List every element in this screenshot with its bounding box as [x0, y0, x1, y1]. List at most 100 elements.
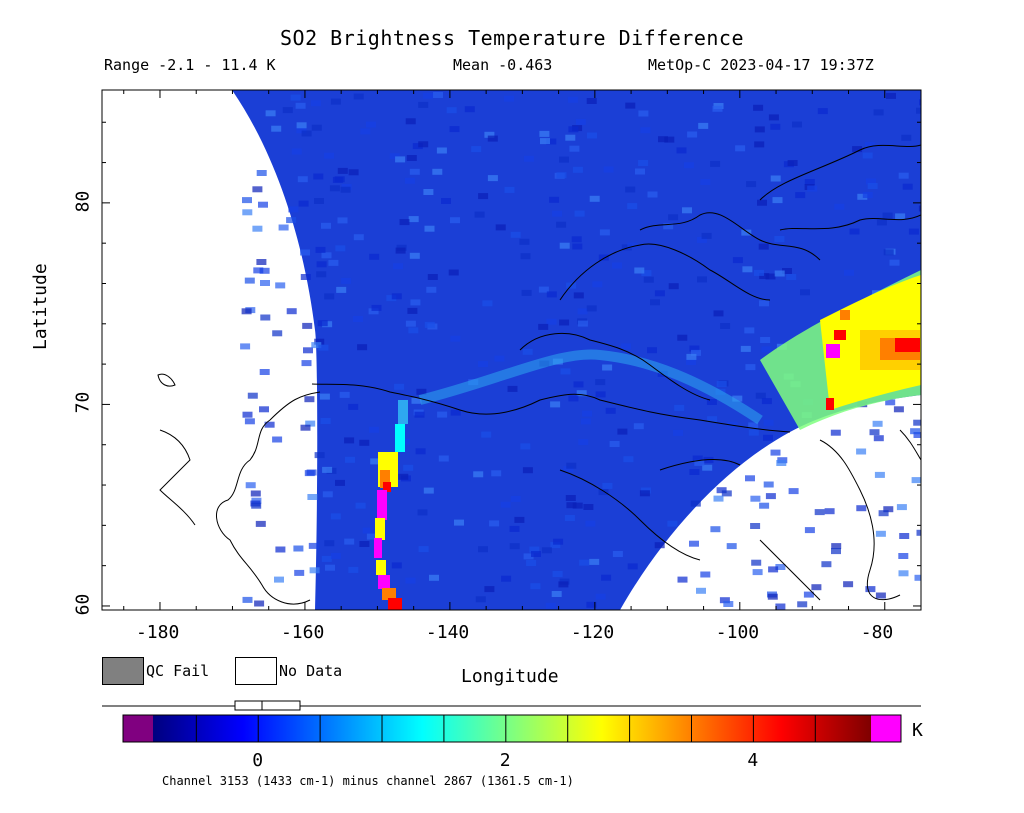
swath-cell: [345, 456, 355, 463]
swath-cell: [650, 299, 660, 306]
swath-cell: [601, 574, 612, 581]
swath-cell: [563, 466, 574, 473]
swath-cell: [423, 92, 434, 99]
swath-cell: [550, 401, 561, 408]
swath-cell: [494, 355, 505, 362]
swath-cell: [423, 189, 434, 195]
swath-cell: [500, 501, 511, 508]
swath-cell: [341, 277, 352, 284]
colorbar-slider-box: [234, 700, 301, 711]
swath-cell: [654, 290, 665, 297]
swath-cell: [566, 462, 577, 469]
swath-cell: [450, 409, 461, 416]
swath-cell: [893, 406, 904, 413]
swath-cell: [559, 242, 570, 249]
colorbar: [102, 700, 921, 743]
swath-cell: [586, 98, 597, 104]
swath-cell: [763, 419, 774, 426]
swath-cell: [647, 347, 657, 354]
swath-cell: [775, 564, 786, 570]
swath-cell: [753, 104, 764, 111]
swath-cell: [782, 268, 792, 274]
swath-cell: [677, 576, 688, 583]
swath-cell: [450, 217, 460, 224]
swath-cell: [407, 307, 418, 314]
swath-cell: [605, 407, 616, 414]
swath-cell: [510, 495, 521, 502]
swath-cell: [568, 395, 579, 402]
swath-cell: [578, 439, 589, 446]
swath-cell: [565, 134, 576, 141]
swath-cell: [742, 266, 753, 273]
swath-cell: [353, 316, 363, 322]
swath-cell: [370, 458, 381, 465]
swath-cell: [595, 593, 606, 600]
swath-cell: [872, 420, 883, 427]
swath-cell: [340, 186, 351, 193]
swath-cell: [324, 152, 335, 159]
swath-cell: [741, 229, 752, 236]
swath-cell: [514, 516, 525, 523]
swath-cell: [325, 564, 335, 571]
swath-cell: [265, 110, 276, 117]
swath-layer: [157, 90, 921, 610]
swath-cell: [712, 105, 723, 112]
swath-cell: [627, 563, 638, 570]
swath-cell: [335, 245, 346, 252]
swath-cells: [240, 92, 921, 610]
swath-cell: [484, 586, 495, 593]
swath-cell: [275, 282, 286, 289]
swath-cell: [775, 603, 786, 610]
swath-cell: [418, 101, 429, 108]
swath-cell: [811, 584, 822, 591]
swath-cell: [304, 396, 315, 403]
swath-cell: [244, 418, 255, 425]
swath-cell: [405, 118, 416, 125]
swath-cell: [723, 601, 734, 607]
swath-cell: [538, 323, 549, 330]
swath-cell: [633, 423, 644, 430]
swath-cell: [295, 102, 306, 109]
swath-cell: [507, 385, 518, 392]
swath-cell: [293, 545, 304, 552]
swath-cell: [546, 138, 557, 145]
swath-cell: [275, 546, 286, 553]
swath-cell: [541, 547, 552, 554]
swath-cell: [403, 464, 414, 471]
swath-cell: [258, 201, 268, 208]
swath-cell: [242, 197, 252, 204]
swath-cell: [740, 345, 751, 352]
swath-cell: [572, 502, 583, 509]
swath-cell: [475, 596, 486, 603]
swath-cell: [700, 571, 711, 578]
swath-cell: [750, 523, 761, 529]
colorbar-unit: K: [912, 720, 923, 741]
swath-cell: [566, 502, 577, 509]
swath-cell: [335, 479, 345, 486]
swath-cell: [417, 509, 428, 516]
swath-cell: [309, 567, 320, 574]
colorbar-frame: [122, 714, 902, 743]
swath-cell: [602, 482, 613, 489]
swath-cell: [803, 591, 814, 598]
swath-cell: [658, 136, 668, 143]
swath-cell: [898, 172, 909, 179]
swath-cell: [344, 437, 355, 444]
swath-cell: [814, 509, 825, 516]
swath-cell: [255, 520, 266, 527]
swath-cell: [256, 259, 267, 265]
swath-cell: [478, 546, 488, 553]
swath-cell: [526, 560, 537, 566]
swath-cell: [577, 320, 588, 327]
swath-cell: [556, 221, 567, 228]
swath-cell: [716, 487, 727, 494]
swath-cell: [800, 289, 810, 296]
swath-cell: [510, 231, 521, 238]
swath-cell: [448, 269, 459, 276]
swath-cell: [585, 520, 596, 527]
swath-cell: [852, 146, 863, 153]
swath-cell: [311, 342, 322, 349]
swath-cell: [767, 593, 778, 600]
swath-cell: [901, 134, 912, 141]
